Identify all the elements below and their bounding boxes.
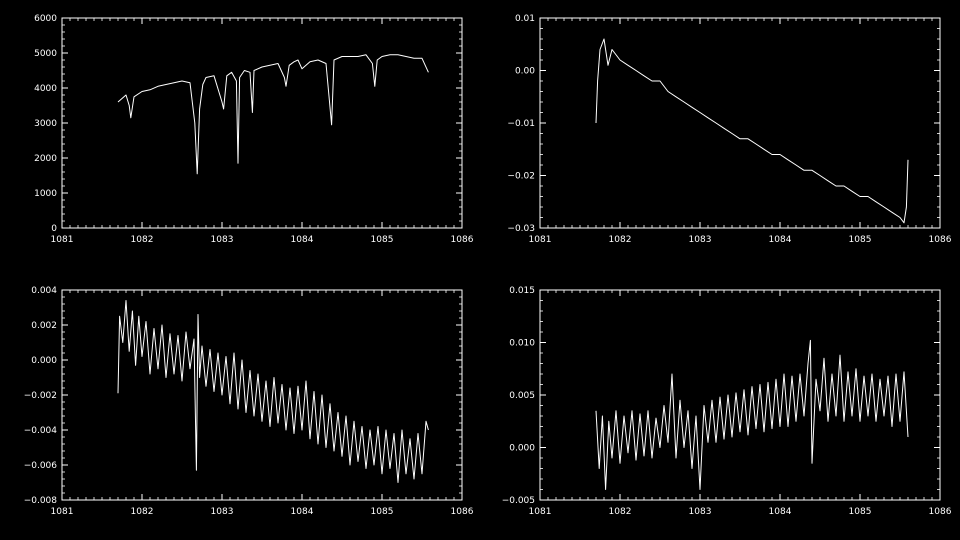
x-tick-label: 1085 [371,507,394,517]
data-series-line [595,339,909,490]
plot-panel-residual-top-right: 1081 1082 1083 1084 1085 1086 −0.03 −0.02 −0.01 0… [507,14,951,245]
y-tick-label: 3000 [34,119,57,129]
y-tick-label: 0.004 [31,286,57,296]
y-tick-label: −0.004 [24,426,58,436]
plot-panel-residual-bottom-left: 1081 1082 1083 1084 1085 1086 −0.008 −0.006 −0.0… [24,286,474,517]
x-tick-label: 1083 [211,235,234,245]
y-tick-label: 0.000 [509,444,535,454]
x-tick-label: 1081 [529,507,552,517]
y-tick-label: 0.000 [31,356,57,366]
y-tick-label: 0.00 [515,67,535,77]
y-tick-label: −0.008 [24,496,58,506]
y-tick-label: −0.02 [507,172,535,182]
y-tick-label: 0.002 [31,321,57,331]
x-tick-label: 1084 [769,235,792,245]
x-tick-label: 1081 [51,507,74,517]
x-tick-label: 1086 [451,235,474,245]
y-tick-label: −0.005 [502,496,535,506]
y-tick-label: 5000 [34,49,57,59]
x-tick-label: 1084 [291,507,314,517]
x-tick-label: 1085 [849,507,872,517]
x-tick-label: 1082 [131,507,154,517]
y-tick-label: 1000 [34,189,57,199]
plot-panel-intensity: 1081 1082 1083 1084 1085 1086 0 1000 2000 3000 400… [34,14,474,245]
x-tick-label: 1084 [769,507,792,517]
x-tick-label: 1084 [291,235,314,245]
x-tick-label: 1082 [131,235,154,245]
x-tick-label: 1085 [849,235,872,245]
x-tick-label: 1083 [211,507,234,517]
data-series-line [117,300,429,483]
y-tick-label: 0.005 [509,391,535,401]
x-tick-label: 1082 [609,235,632,245]
y-tick-label: −0.03 [507,224,535,234]
y-tick-label: 4000 [34,84,57,94]
x-tick-label: 1086 [929,235,952,245]
y-tick-label: 0 [51,224,57,234]
x-tick-label: 1083 [689,235,712,245]
x-tick-label: 1085 [371,235,394,245]
y-tick-label: −0.006 [24,461,58,471]
x-tick-label: 1081 [51,235,74,245]
y-tick-label: 0.015 [509,286,535,296]
y-tick-label: 0.01 [515,14,535,24]
y-tick-label: 2000 [34,154,57,164]
y-tick-label: 6000 [34,14,57,24]
x-tick-label: 1082 [609,507,632,517]
x-tick-label: 1083 [689,507,712,517]
y-tick-label: −0.01 [507,119,535,129]
data-series-line [595,38,909,224]
y-tick-label: −0.002 [24,391,57,401]
x-tick-label: 1086 [929,507,952,517]
x-tick-label: 1086 [451,507,474,517]
x-tick-label: 1081 [529,235,552,245]
y-tick-label: 0.010 [509,339,535,349]
data-series-line [117,54,429,175]
plot-panel-residual-bottom-right: 1081 1082 1083 1084 1085 1086 −0.005 0.000 0.005… [502,286,952,517]
